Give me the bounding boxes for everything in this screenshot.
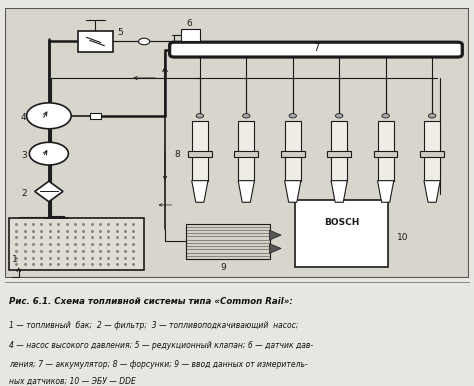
Text: 1: 1 xyxy=(12,255,18,264)
Polygon shape xyxy=(270,230,281,240)
Bar xyxy=(295,200,388,267)
Bar xyxy=(374,151,398,157)
Bar xyxy=(281,151,305,157)
Bar xyxy=(328,151,351,157)
Bar xyxy=(90,113,101,119)
Bar xyxy=(420,151,444,157)
Polygon shape xyxy=(284,181,301,202)
Text: 7: 7 xyxy=(313,43,319,53)
Bar xyxy=(238,121,255,181)
Bar xyxy=(235,151,258,157)
Circle shape xyxy=(138,38,150,45)
Text: 8: 8 xyxy=(174,150,180,159)
Circle shape xyxy=(243,113,250,118)
Circle shape xyxy=(382,113,389,118)
Text: 4: 4 xyxy=(21,113,27,122)
Bar xyxy=(78,31,113,52)
Text: BOSCH: BOSCH xyxy=(324,218,359,227)
Text: 4 — насос высокого давления; 5 — редукционный клапан; 6 — датчик дав-: 4 — насос высокого давления; 5 — редукци… xyxy=(9,340,313,350)
Polygon shape xyxy=(191,181,208,202)
Polygon shape xyxy=(270,244,281,253)
Text: 2: 2 xyxy=(21,188,27,198)
Polygon shape xyxy=(238,181,255,202)
Text: 10: 10 xyxy=(397,233,409,242)
Bar xyxy=(284,121,301,181)
Polygon shape xyxy=(424,181,440,202)
Text: 6: 6 xyxy=(186,19,191,28)
Circle shape xyxy=(196,113,203,118)
Bar xyxy=(331,121,347,181)
Circle shape xyxy=(27,103,71,129)
Bar xyxy=(377,121,394,181)
Text: 1 — топливный  бак;  2 — фильтр;  3 — топливоподкачивающий  насос;: 1 — топливный бак; 2 — фильтр; 3 — топли… xyxy=(9,321,299,330)
Text: 9: 9 xyxy=(220,263,226,272)
Bar xyxy=(186,224,270,259)
Circle shape xyxy=(428,113,436,118)
Text: Рис. 6.1. Схема топливной системы типа «Common Rail»:: Рис. 6.1. Схема топливной системы типа «… xyxy=(9,297,293,306)
Circle shape xyxy=(336,113,343,118)
Polygon shape xyxy=(377,181,394,202)
Polygon shape xyxy=(35,181,63,202)
Bar xyxy=(188,151,212,157)
Text: 3: 3 xyxy=(21,151,27,160)
Bar xyxy=(181,29,200,41)
Text: ных датчиков; 10 — ЭБУ — DDE: ных датчиков; 10 — ЭБУ — DDE xyxy=(9,378,136,386)
Polygon shape xyxy=(331,181,347,202)
Bar xyxy=(9,218,144,270)
Bar xyxy=(191,121,208,181)
FancyBboxPatch shape xyxy=(170,42,462,57)
Bar xyxy=(424,121,440,181)
Circle shape xyxy=(29,142,68,165)
Text: ления; 7 — аккумулятор; 8 — форсунки; 9 — ввод данных от измеритель-: ления; 7 — аккумулятор; 8 — форсунки; 9 … xyxy=(9,360,308,369)
Circle shape xyxy=(289,113,296,118)
Text: 5: 5 xyxy=(118,28,123,37)
